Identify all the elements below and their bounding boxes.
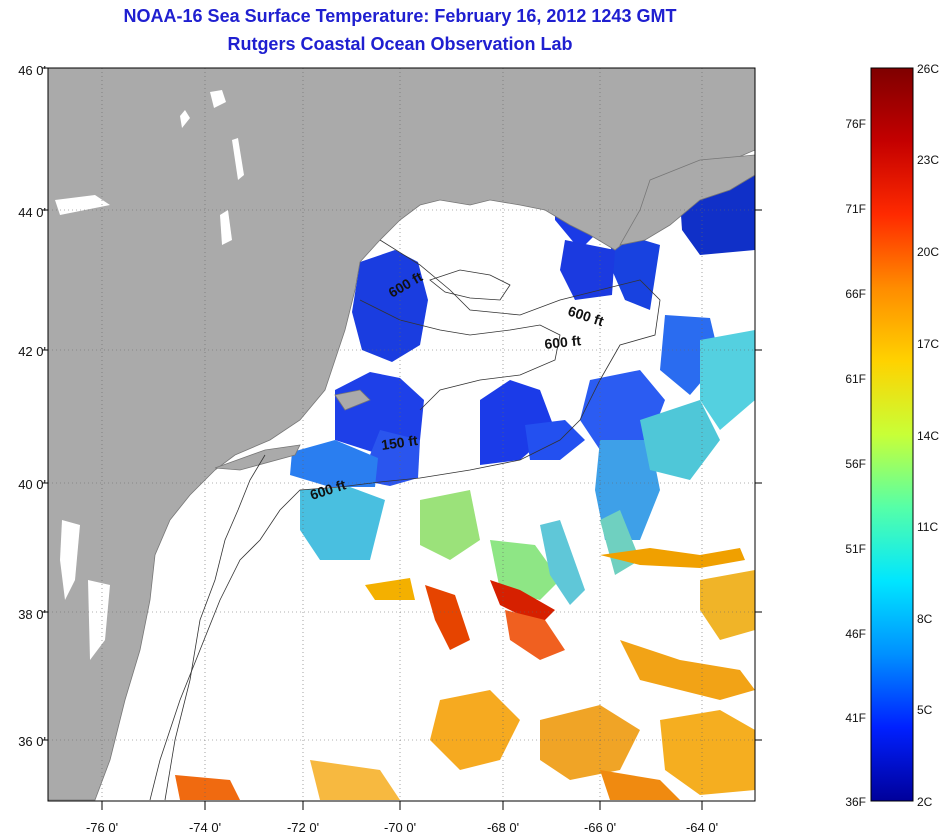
lon-tick-label: -64 0' <box>686 820 718 835</box>
lat-tick-label: 36 0' <box>18 734 46 749</box>
colorbar-f-label: 56F <box>845 457 866 471</box>
lon-tick-label: -76 0' <box>86 820 118 835</box>
colorbar-c-label: 20C <box>917 245 939 259</box>
colorbar-c-label: 11C <box>917 520 938 534</box>
depth-label: 600 ft <box>544 332 582 352</box>
map-subtitle: Rutgers Coastal Ocean Observation Lab <box>227 34 573 54</box>
axis-ticks <box>42 67 762 810</box>
colorbar-f-label: 41F <box>845 711 866 725</box>
lakes-layer <box>55 90 244 660</box>
colorbar-f-label: 76F <box>845 117 866 131</box>
lat-tick-label: 44 0' <box>18 205 46 220</box>
colorbar-f-label: 51F <box>845 542 866 556</box>
colorbar-f-label: 71F <box>845 202 866 216</box>
colorbar-c-label: 14C <box>917 429 939 443</box>
lat-tick-label: 46 0' <box>18 63 46 78</box>
temperature-colorbar <box>870 67 914 802</box>
lat-tick-label: 38 0' <box>18 607 46 622</box>
lat-tick-label: 42 0' <box>18 344 46 359</box>
colorbar-f-label: 36F <box>845 795 866 809</box>
land-layer <box>48 68 755 801</box>
colorbar-c-label: 17C <box>917 337 939 351</box>
lat-tick-label: 40 0' <box>18 477 46 492</box>
sst-data-layer <box>175 128 755 800</box>
depth-label: 150 ft <box>380 432 419 453</box>
lon-tick-label: -68 0' <box>487 820 519 835</box>
colorbar-c-label: 2C <box>917 795 933 809</box>
colorbar-c-label: 8C <box>917 612 933 626</box>
colorbar-f-label: 61F <box>845 372 866 386</box>
colorbar-f-label: 66F <box>845 287 866 301</box>
lon-tick-label: -72 0' <box>287 820 319 835</box>
colorbar-c-label: 26C <box>917 62 939 76</box>
colorbar-f-label: 46F <box>845 627 866 641</box>
lon-tick-label: -74 0' <box>189 820 221 835</box>
map-frame <box>47 67 756 802</box>
depth-contours <box>149 239 661 801</box>
lon-tick-label: -70 0' <box>384 820 416 835</box>
colorbar-c-label: 5C <box>917 703 933 717</box>
colorbar-c-label: 23C <box>917 153 939 167</box>
map-title: NOAA-16 Sea Surface Temperature: Februar… <box>123 6 677 26</box>
lon-tick-label: -66 0' <box>584 820 616 835</box>
